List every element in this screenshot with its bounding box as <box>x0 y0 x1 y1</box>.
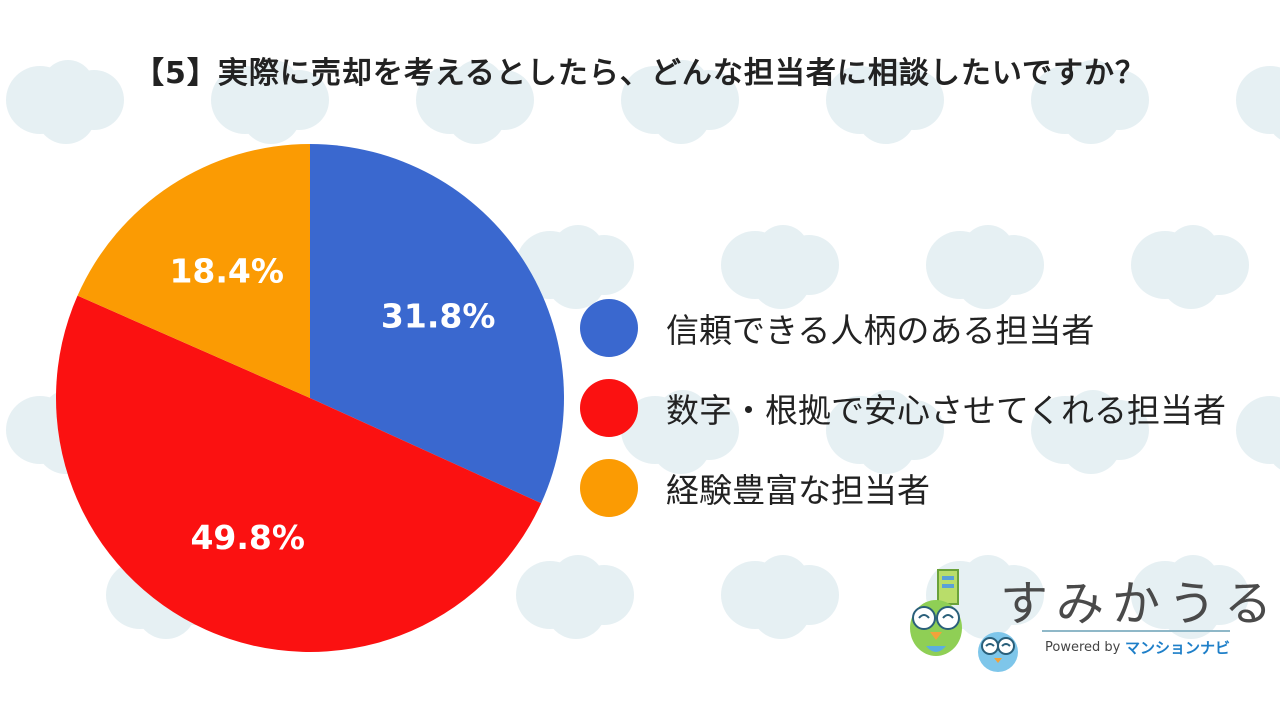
background-cloud-part <box>1161 249 1221 309</box>
background-cloud-part <box>1266 88 1280 140</box>
legend-label-2: 経験豊富な担当者 <box>666 471 930 510</box>
background-cloud-shape <box>826 390 944 474</box>
background-cloud-shape <box>1031 60 1149 144</box>
background-cloud-shape <box>621 60 739 144</box>
background-cloud-part <box>1266 418 1280 470</box>
legend-item-2: 経験豊富な担当者 <box>580 448 1226 528</box>
background-cloud-part <box>956 249 1016 309</box>
background-cloud-shape <box>416 60 534 144</box>
background-cloud-part <box>956 579 1016 639</box>
logo-divider <box>1042 630 1230 632</box>
pie-slice-2 <box>77 144 310 398</box>
pie-label-2: 18.4% <box>169 251 284 290</box>
background-cloud-shape <box>826 60 944 144</box>
background-cloud-shape <box>1131 555 1249 639</box>
background-cloud-shape <box>926 225 1044 309</box>
background-cloud-shape <box>516 555 634 639</box>
background-cloud-part <box>36 84 96 144</box>
background-cloud-part <box>856 414 916 474</box>
logo-brand: マンションナビ <box>1125 639 1231 657</box>
pie-label-0: 31.8% <box>381 297 496 336</box>
background-cloud-shape <box>721 555 839 639</box>
background-cloud-shape <box>1131 225 1249 309</box>
chart-title: 【5】実際に売却を考えるとしたら、どんな担当者に相談したいですか？ <box>133 56 1147 91</box>
background-cloud-shape <box>621 390 739 474</box>
legend-item-0: 信頼できる人柄のある担当者 <box>580 288 1226 368</box>
background-cloud-shape <box>926 555 1044 639</box>
background-cloud-part <box>751 249 811 309</box>
background-cloud-shape <box>1031 390 1149 474</box>
background-cloud-part <box>651 84 711 144</box>
background-cloud-part <box>1161 579 1221 639</box>
background-cloud-shape <box>211 60 329 144</box>
background-cloud-part <box>546 249 606 309</box>
background-cloud-shape <box>721 225 839 309</box>
legend-swatch-2 <box>580 459 638 517</box>
logo-text: すみかうる <box>1000 576 1280 632</box>
legend-swatch-1 <box>580 379 638 437</box>
legend-swatch-0 <box>580 299 638 357</box>
legend: 信頼できる人柄のある担当者 数字・根拠で安心させてくれる担当者 経験豊富な担当者 <box>580 288 1226 528</box>
background-cloud-part <box>546 579 606 639</box>
background-cloud-part <box>241 84 301 144</box>
background-cloud-part <box>751 579 811 639</box>
pie-slice-1 <box>55 295 542 653</box>
logo-powered-by: Powered by <box>1045 640 1121 655</box>
background-cloud-shape <box>6 60 124 144</box>
background-cloud-part <box>651 414 711 474</box>
legend-item-1: 数字・根拠で安心させてくれる担当者 <box>580 368 1226 448</box>
background-cloud-part <box>856 84 916 144</box>
background-cloud-part <box>1061 414 1121 474</box>
legend-label-1: 数字・根拠で安心させてくれる担当者 <box>666 391 1227 430</box>
background-cloud-part <box>1061 84 1121 144</box>
background-cloud-shape <box>1236 396 1280 470</box>
pie-label-1: 49.8% <box>190 518 305 557</box>
legend-label-0: 信頼できる人柄のある担当者 <box>666 311 1095 350</box>
pie-slice-0 <box>310 144 564 504</box>
background-cloud-shape <box>1236 66 1280 140</box>
logo-mascot-icon <box>910 569 1018 672</box>
background-cloud-part <box>446 84 506 144</box>
